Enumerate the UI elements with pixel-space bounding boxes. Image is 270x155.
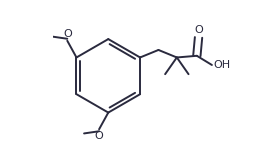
Text: OH: OH — [214, 60, 231, 70]
Text: O: O — [95, 131, 103, 141]
Text: O: O — [63, 29, 72, 39]
Text: O: O — [194, 25, 203, 35]
